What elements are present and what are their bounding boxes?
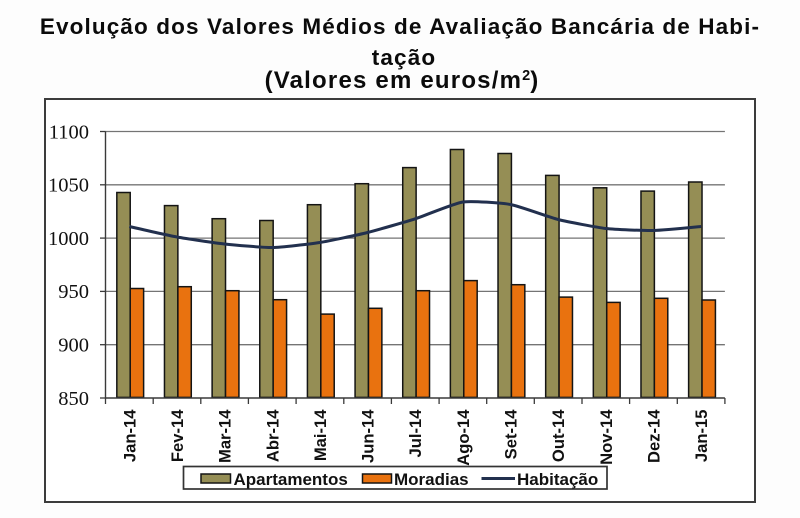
svg-text:Set-14: Set-14 [502,409,521,460]
svg-text:Mai-14: Mai-14 [311,409,330,461]
svg-text:850: 850 [58,388,89,410]
svg-text:Mar-14: Mar-14 [216,409,235,463]
svg-text:Abr-14: Abr-14 [263,409,282,462]
svg-text:1100: 1100 [49,121,89,143]
svg-text:950: 950 [58,281,89,303]
svg-text:Dez-14: Dez-14 [645,409,664,463]
svg-text:Jan-15: Jan-15 [692,410,711,463]
svg-text:Out-14: Out-14 [549,409,568,462]
svg-text:Jul-14: Jul-14 [406,409,425,458]
svg-text:Ago-14: Ago-14 [454,409,473,466]
svg-text:Jun-14: Jun-14 [359,409,378,463]
svg-text:900: 900 [58,335,89,357]
svg-text:Fev-14: Fev-14 [168,409,187,462]
svg-text:Jan-14: Jan-14 [120,409,139,462]
svg-text:1000: 1000 [48,228,89,250]
svg-text:Moradias: Moradias [394,470,469,489]
svg-text:Apartamentos: Apartamentos [234,470,348,489]
svg-text:Nov-14: Nov-14 [597,409,616,465]
svg-text:1050: 1050 [48,175,89,197]
svg-text:Habitação: Habitação [517,470,598,489]
